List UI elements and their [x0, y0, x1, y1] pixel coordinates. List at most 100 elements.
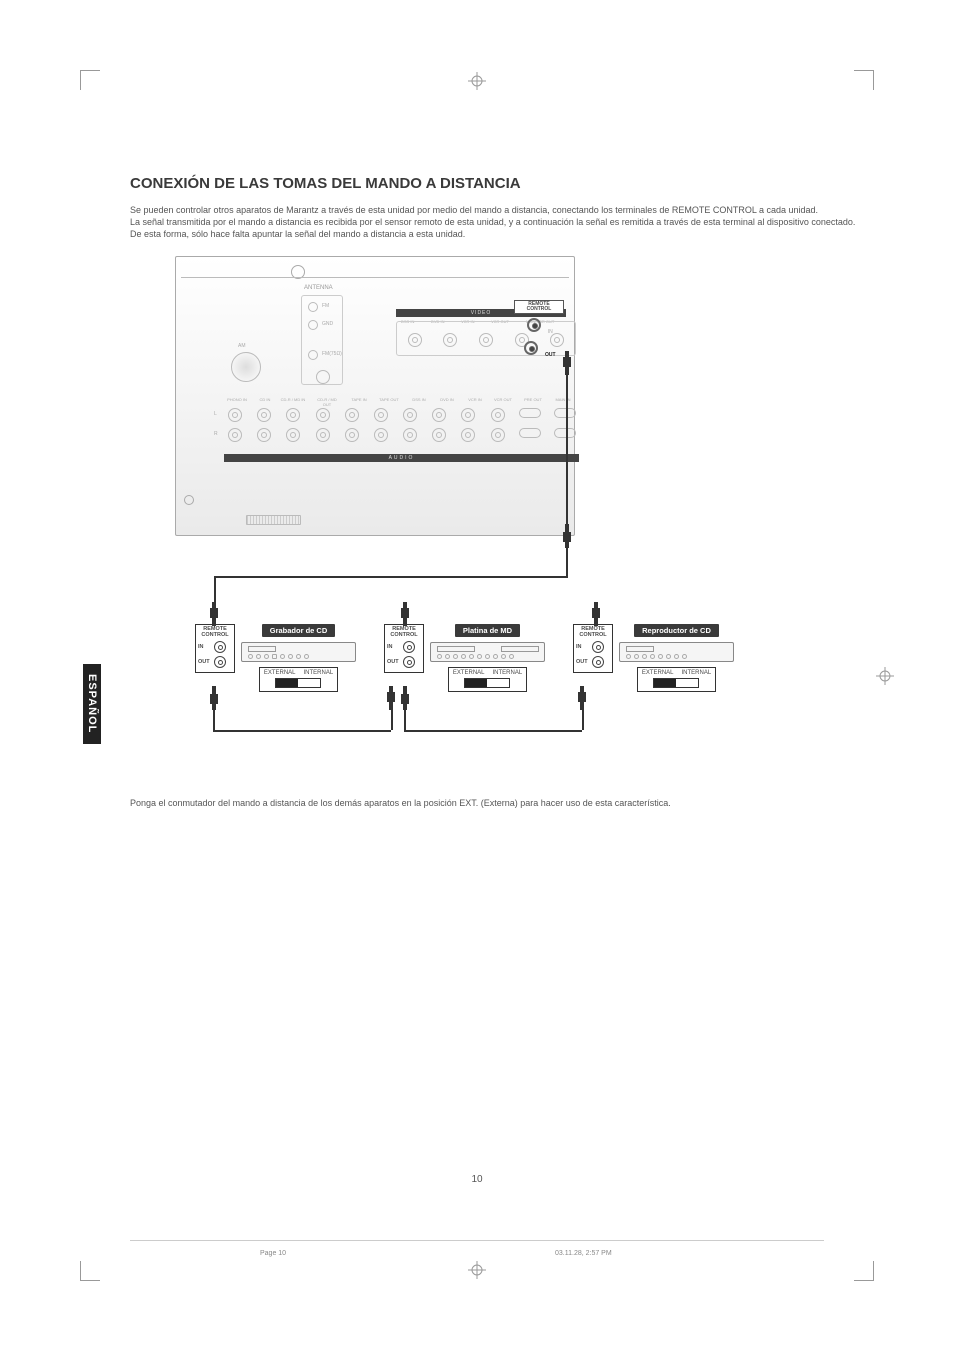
device-title: Platina de MD — [455, 624, 520, 637]
audio-lbl: CD-R / MD IN — [280, 397, 306, 402]
r-label: R — [214, 431, 218, 437]
cable-icon — [213, 710, 215, 730]
am-label: AM — [238, 343, 246, 349]
switch-icon — [653, 678, 699, 688]
rca-jack-icon — [443, 333, 457, 347]
receiver-back-panel: ANTENNA FM GND FM(75Ω) AM VIDEO DSS IN D… — [175, 256, 575, 536]
devices-row: REMOTE CONTROL IN OUT Grabador de CD EXT… — [195, 624, 880, 692]
cable-icon — [566, 548, 568, 576]
switch-icon — [275, 678, 321, 688]
device-front-icon — [241, 642, 356, 662]
footnote-text: Ponga el conmutador del mando a distanci… — [130, 798, 671, 808]
cable-plug-icon — [209, 602, 219, 626]
rca-jack-icon — [257, 408, 271, 422]
rc-in-label: IN — [198, 644, 212, 650]
cable-icon — [391, 710, 393, 730]
remote-in-label: IN — [548, 329, 553, 335]
rca-jack-icon — [403, 428, 417, 442]
cable-icon — [404, 730, 582, 732]
connection-diagram: ANTENNA FM GND FM(75Ω) AM VIDEO DSS IN D… — [130, 256, 880, 776]
audio-lbl: DSS IN — [406, 397, 432, 402]
speaker-terminal-icon — [519, 428, 541, 438]
audio-rca-row-r — [224, 427, 579, 443]
ext-int-switch: EXTERNALINTERNAL — [259, 667, 338, 692]
crop-mark — [844, 70, 874, 100]
rca-jack-icon — [461, 408, 475, 422]
rca-jack-icon — [374, 428, 388, 442]
rc-header: REMOTE CONTROL — [198, 627, 232, 638]
page-number: 10 — [471, 1174, 482, 1185]
rca-jack-icon — [316, 428, 330, 442]
rc-in-jack-icon — [214, 641, 226, 653]
antenna-terminal-icon — [308, 320, 318, 330]
crop-mark — [80, 1251, 110, 1281]
device-md-deck: REMOTE CONTROL IN OUT Platina de MD EXTE… — [384, 624, 545, 692]
cable-plug-icon — [591, 602, 601, 626]
cable-icon — [214, 576, 568, 578]
audio-lbl: TAPE IN — [346, 397, 372, 402]
rc-out-label: OUT — [576, 659, 590, 665]
ext-int-switch: EXTERNALINTERNAL — [637, 667, 716, 692]
audio-lbl: PHONO IN — [224, 397, 250, 402]
rc-in-jack-icon — [592, 641, 604, 653]
switch-icon — [464, 678, 510, 688]
device-cd-player: REMOTE CONTROL IN OUT Reproductor de CD … — [573, 624, 734, 692]
cable-plug-icon — [562, 351, 572, 375]
rca-jack-icon — [432, 428, 446, 442]
audio-lbl: DVD IN — [434, 397, 460, 402]
rc-in-label: IN — [387, 644, 401, 650]
remote-control-mini-panel: REMOTE CONTROL IN OUT — [573, 624, 613, 673]
audio-lbl: CD-R / MD OUT — [314, 397, 340, 407]
rca-jack-icon — [286, 408, 300, 422]
device-title: Grabador de CD — [262, 624, 336, 637]
rc-out-jack-icon — [403, 656, 415, 668]
registration-mark-icon — [468, 72, 486, 90]
internal-label: INTERNAL — [304, 670, 334, 676]
audio-lbl: TAPE OUT — [376, 397, 402, 402]
crop-mark — [844, 1251, 874, 1281]
fm75-label: FM(75Ω) — [322, 351, 342, 357]
rca-jack-icon — [345, 408, 359, 422]
speaker-terminal-icon — [554, 428, 576, 438]
rca-jack-icon — [461, 428, 475, 442]
remote-control-mini-panel: REMOTE CONTROL IN OUT — [195, 624, 235, 673]
rca-jack-icon — [228, 408, 242, 422]
antenna-label: ANTENNA — [304, 285, 333, 291]
l-label: L — [214, 411, 217, 417]
remote-out-label: OUT — [545, 352, 556, 358]
antenna-terminal-icon — [308, 350, 318, 360]
rca-jack-icon — [345, 428, 359, 442]
audio-lbl: CD IN — [252, 397, 278, 402]
speaker-terminal-icon — [554, 408, 576, 418]
ground-post-icon — [231, 352, 261, 382]
remote-in-jack-icon — [527, 318, 541, 332]
cable-icon — [566, 374, 568, 524]
ext-int-switch: EXTERNAL INTERNAL — [448, 667, 527, 692]
audio-bar: AUDIO — [224, 454, 579, 462]
rc-header: REMOTE CONTROL — [387, 627, 421, 638]
rc-out-label: OUT — [198, 659, 212, 665]
rc-header: REMOTE CONTROL — [576, 627, 610, 638]
rc-out-jack-icon — [214, 656, 226, 668]
registration-mark-icon — [468, 1261, 486, 1279]
vent-icon — [246, 515, 301, 525]
rca-jack-icon — [228, 428, 242, 442]
cable-icon — [214, 576, 216, 602]
section-title: CONEXIÓN DE LAS TOMAS DEL MANDO A DISTAN… — [130, 175, 889, 192]
rca-jack-icon — [491, 428, 505, 442]
remote-control-label: REMOTE CONTROL — [514, 300, 564, 314]
internal-label: INTERNAL — [682, 670, 712, 676]
rca-jack-icon — [374, 408, 388, 422]
device-title: Reproductor de CD — [634, 624, 719, 637]
remote-control-mini-panel: REMOTE CONTROL IN OUT — [384, 624, 424, 673]
remote-control-panel: REMOTE CONTROL IN OUT — [514, 297, 564, 352]
external-label: EXTERNAL — [453, 670, 485, 676]
cable-icon — [213, 730, 391, 732]
antenna-coax-icon — [316, 370, 330, 384]
rca-jack-icon — [408, 333, 422, 347]
internal-label: INTERNAL — [493, 670, 523, 676]
device-front-icon — [619, 642, 734, 662]
footer-divider — [130, 1240, 824, 1241]
audio-lbl: MAIN IN — [550, 397, 576, 402]
rc-out-label: OUT — [387, 659, 401, 665]
